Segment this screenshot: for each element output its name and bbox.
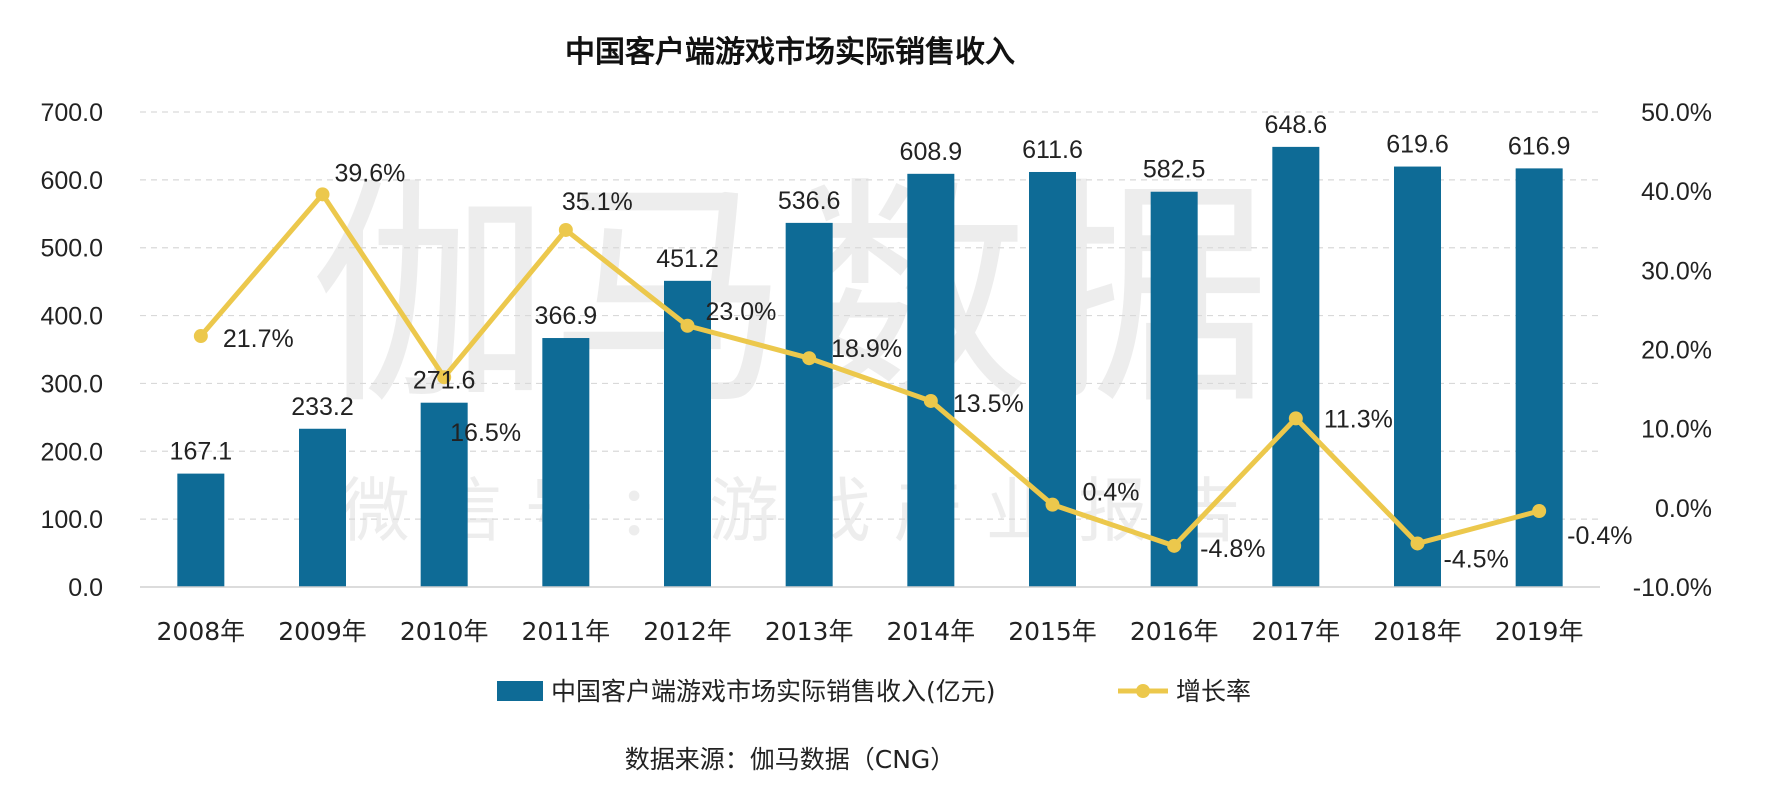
line-data-label: 0.4%	[1083, 479, 1140, 507]
line-data-labels: 21.7% 39.6% 16.5% 35.1% 23.0% 18.9% 13.5% 0.4% -…	[223, 159, 1633, 573]
line-marker	[1045, 497, 1060, 512]
legend-label-bar: 中国客户端游戏市场实际销售收入(亿元)	[551, 677, 996, 706]
y-axis-left: 0.0 100.0 200.0 300.0 400.0 500.0 600.0 700.0	[40, 99, 103, 602]
line-marker	[1288, 411, 1303, 426]
x-tick-label: 2011年	[522, 617, 611, 646]
bar-data-label: 611.6	[1022, 136, 1083, 164]
x-tick-label: 2008年	[157, 617, 246, 646]
y-left-tick-label: 500.0	[40, 235, 103, 263]
x-tick-label: 2016年	[1130, 617, 1219, 646]
source-note: 数据来源：伽马数据（CNG）	[625, 745, 956, 774]
y-left-tick-label: 300.0	[40, 370, 103, 398]
y-left-tick-label: 700.0	[40, 99, 103, 127]
line-data-label: 11.3%	[1324, 405, 1393, 433]
line-data-label: -4.5%	[1444, 545, 1509, 573]
x-tick-label: 2012年	[643, 617, 732, 646]
gridlines	[140, 111, 1600, 520]
line-marker	[923, 393, 938, 408]
chart-title: 中国客户端游戏市场实际销售收入	[565, 35, 1015, 70]
y-left-tick-label: 200.0	[40, 438, 103, 466]
line-marker	[437, 370, 452, 385]
x-tick-label: 2018年	[1373, 617, 1462, 646]
bar-data-labels: 167.1 233.2 271.6 366.9 451.2 536.6 608.9 611.6…	[170, 111, 1571, 466]
x-tick-label: 2010年	[400, 617, 489, 646]
x-axis: 2008年 2009年 2010年 2011年 2012年 2013年 2014年 2015年…	[157, 617, 1584, 646]
bar-data-label: 582.5	[1143, 156, 1206, 184]
line-data-label: -0.4%	[1567, 522, 1632, 550]
bar	[785, 222, 833, 587]
line-data-label: 16.5%	[450, 419, 521, 447]
y-left-tick-label: 100.0	[40, 506, 103, 534]
line-marker	[680, 318, 695, 333]
bar-series	[177, 146, 1563, 588]
bar	[907, 173, 955, 587]
bar	[1029, 171, 1076, 587]
y-right-tick-label: -10.0%	[1633, 574, 1712, 602]
y-right-tick-label: 40.0%	[1641, 178, 1712, 206]
x-tick-label: 2009年	[278, 617, 367, 646]
bar-data-label: 616.9	[1508, 132, 1571, 160]
y-left-tick-label: 0.0	[68, 574, 103, 602]
x-tick-label: 2019年	[1495, 617, 1584, 646]
bar-data-label: 536.6	[778, 187, 841, 215]
bar	[177, 473, 225, 587]
bar	[1150, 191, 1198, 587]
legend-label-line: 增长率	[1176, 677, 1251, 706]
y-right-tick-label: 50.0%	[1641, 99, 1712, 127]
line-data-label: 39.6%	[335, 159, 406, 187]
line-marker	[193, 329, 208, 344]
bar-data-label: 271.6	[413, 367, 476, 395]
bar	[542, 338, 590, 587]
y-right-tick-label: 10.0%	[1641, 416, 1712, 444]
bar-data-label: 233.2	[291, 393, 354, 421]
legend-swatch-marker	[1136, 684, 1150, 698]
line-series	[193, 187, 1547, 553]
bar	[1394, 166, 1441, 588]
x-tick-label: 2015年	[1008, 617, 1097, 646]
line-data-label: -4.8%	[1200, 535, 1265, 563]
bar-data-label: 167.1	[170, 438, 233, 466]
line-data-label: 35.1%	[562, 188, 633, 216]
x-tick-label: 2017年	[1252, 617, 1341, 646]
line-marker	[1167, 538, 1182, 553]
y-left-tick-label: 600.0	[40, 167, 103, 195]
line-marker	[802, 351, 817, 366]
line-data-label: 13.5%	[953, 390, 1024, 418]
y-left-tick-label: 400.0	[40, 303, 103, 331]
line-data-label: 23.0%	[706, 298, 777, 326]
line-data-label: 18.9%	[831, 335, 902, 363]
line-marker	[1532, 504, 1547, 518]
x-tick-label: 2014年	[887, 617, 976, 646]
bar	[1272, 146, 1320, 587]
bar-data-label: 366.9	[535, 302, 598, 330]
line-marker	[315, 187, 330, 202]
line-marker	[558, 222, 573, 237]
y-right-tick-label: 0.0%	[1655, 495, 1712, 523]
growth-rate-line	[198, 191, 1540, 549]
y-right-tick-label: 20.0%	[1641, 337, 1712, 365]
y-right-tick-label: 30.0%	[1641, 257, 1712, 285]
bar-data-label: 619.6	[1386, 131, 1449, 159]
x-tick-label: 2013年	[765, 617, 854, 646]
legend-swatch-bar	[497, 681, 543, 701]
line-marker	[1410, 536, 1425, 551]
bar-data-label: 451.2	[656, 245, 719, 273]
y-axis-right: -10.0% 0.0% 10.0% 20.0% 30.0% 40.0% 50.0%	[1633, 99, 1712, 602]
bar-data-label: 608.9	[900, 138, 963, 166]
bar	[299, 428, 346, 587]
legend: 中国客户端游戏市场实际销售收入(亿元) 增长率	[497, 677, 1251, 706]
bar-data-label: 648.6	[1265, 111, 1328, 139]
line-data-label: 21.7%	[223, 325, 294, 353]
bar	[420, 402, 468, 587]
bar	[1515, 168, 1563, 587]
